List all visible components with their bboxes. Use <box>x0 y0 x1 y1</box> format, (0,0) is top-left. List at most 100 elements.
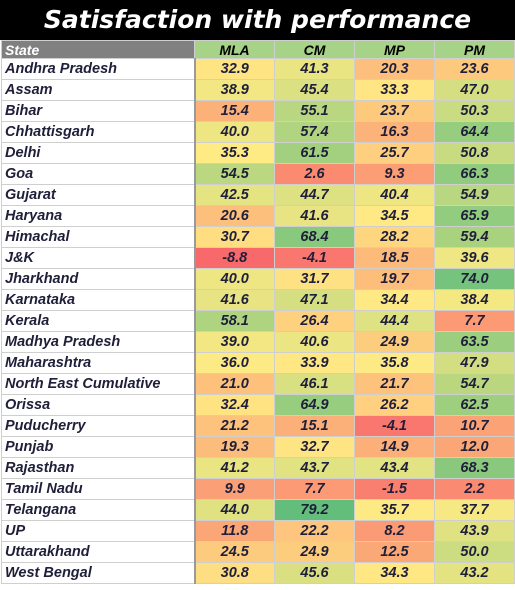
heat-cell-cm: 61.5 <box>274 142 355 164</box>
state-label: North East Cumulative <box>1 373 196 395</box>
heat-cell-cm: 43.7 <box>274 457 355 479</box>
heat-cell-mla: 58.1 <box>194 310 275 332</box>
heat-cell-mp: 19.7 <box>354 268 435 290</box>
heat-cell-mla: 30.7 <box>194 226 275 248</box>
heat-cell-pm: 39.6 <box>434 247 515 269</box>
state-label: Bihar <box>1 100 196 122</box>
table-row: West Bengal 30.8 45.6 34.3 43.2 <box>1 562 515 584</box>
column-header-pm: PM <box>434 40 515 59</box>
heat-cell-mp: 35.7 <box>354 499 435 521</box>
state-label: Kerala <box>1 310 196 332</box>
heat-cell-cm: 33.9 <box>274 352 355 374</box>
heat-cell-mla: 36.0 <box>194 352 275 374</box>
heat-cell-cm: 26.4 <box>274 310 355 332</box>
heat-cell-mp: 33.3 <box>354 79 435 101</box>
heat-cell-cm: -4.1 <box>274 247 355 269</box>
heat-cell-cm: 31.7 <box>274 268 355 290</box>
chart-title: Satisfaction with performance <box>0 0 515 40</box>
heat-cell-pm: 7.7 <box>434 310 515 332</box>
heat-cell-mp: 20.3 <box>354 58 435 80</box>
heat-cell-pm: 47.0 <box>434 79 515 101</box>
table-row: Telangana 44.0 79.2 35.7 37.7 <box>1 499 515 521</box>
state-label: Chhattisgarh <box>1 121 196 143</box>
state-label: Orissa <box>1 394 196 416</box>
table-row: Karnataka 41.6 47.1 34.4 38.4 <box>1 289 515 311</box>
table-row: Bihar 15.4 55.1 23.7 50.3 <box>1 100 515 122</box>
table-row: Goa 54.5 2.6 9.3 66.3 <box>1 163 515 185</box>
heat-cell-mla: 21.0 <box>194 373 275 395</box>
state-label: J&K <box>1 247 196 269</box>
heat-cell-pm: 12.0 <box>434 436 515 458</box>
heat-cell-mp: 26.2 <box>354 394 435 416</box>
heat-cell-mp: 25.7 <box>354 142 435 164</box>
table-row: Andhra Pradesh 32.9 41.3 20.3 23.6 <box>1 58 515 80</box>
heat-cell-mla: 32.4 <box>194 394 275 416</box>
heat-cell-pm: 74.0 <box>434 268 515 290</box>
heat-cell-pm: 54.7 <box>434 373 515 395</box>
heat-cell-mla: -8.8 <box>194 247 275 269</box>
heat-cell-mp: 34.5 <box>354 205 435 227</box>
heat-cell-pm: 59.4 <box>434 226 515 248</box>
table-row: UP 11.8 22.2 8.2 43.9 <box>1 520 515 542</box>
heat-cell-mp: 34.4 <box>354 289 435 311</box>
heat-cell-mp: 43.4 <box>354 457 435 479</box>
heat-cell-cm: 46.1 <box>274 373 355 395</box>
state-label: Haryana <box>1 205 196 227</box>
heat-cell-mla: 21.2 <box>194 415 275 437</box>
heat-cell-pm: 50.8 <box>434 142 515 164</box>
heat-cell-cm: 2.6 <box>274 163 355 185</box>
heat-cell-mp: 9.3 <box>354 163 435 185</box>
heat-cell-cm: 44.7 <box>274 184 355 206</box>
heat-cell-mp: 35.8 <box>354 352 435 374</box>
heat-cell-mp: 28.2 <box>354 226 435 248</box>
table-row: Madhya Pradesh 39.0 40.6 24.9 63.5 <box>1 331 515 353</box>
heat-cell-pm: 68.3 <box>434 457 515 479</box>
column-header-mp: MP <box>354 40 435 59</box>
heat-cell-cm: 64.9 <box>274 394 355 416</box>
heat-cell-mla: 35.3 <box>194 142 275 164</box>
heatmap-table: State MLA CM MP PM Andhra Pradesh 32.9 41.… <box>1 40 515 584</box>
heat-cell-pm: 50.3 <box>434 100 515 122</box>
table-row: Chhattisgarh 40.0 57.4 16.3 64.4 <box>1 121 515 143</box>
heat-cell-cm: 32.7 <box>274 436 355 458</box>
heat-cell-mp: 24.9 <box>354 331 435 353</box>
heat-cell-mla: 30.8 <box>194 562 275 584</box>
state-label: Delhi <box>1 142 196 164</box>
heat-cell-cm: 45.4 <box>274 79 355 101</box>
state-label: Gujarat <box>1 184 196 206</box>
table-row: J&K -8.8 -4.1 18.5 39.6 <box>1 247 515 269</box>
state-label: West Bengal <box>1 562 196 584</box>
heat-cell-mp: 34.3 <box>354 562 435 584</box>
table-row: Rajasthan 41.2 43.7 43.4 68.3 <box>1 457 515 479</box>
heat-cell-cm: 40.6 <box>274 331 355 353</box>
heat-cell-cm: 57.4 <box>274 121 355 143</box>
heat-cell-mla: 15.4 <box>194 100 275 122</box>
state-label: Rajasthan <box>1 457 196 479</box>
heat-cell-mla: 54.5 <box>194 163 275 185</box>
heat-cell-cm: 41.6 <box>274 205 355 227</box>
heat-cell-pm: 63.5 <box>434 331 515 353</box>
heat-cell-cm: 7.7 <box>274 478 355 500</box>
heat-cell-pm: 66.3 <box>434 163 515 185</box>
heat-cell-mp: 23.7 <box>354 100 435 122</box>
heat-cell-cm: 41.3 <box>274 58 355 80</box>
heat-cell-mla: 41.6 <box>194 289 275 311</box>
heat-cell-pm: 43.9 <box>434 520 515 542</box>
heat-cell-pm: 54.9 <box>434 184 515 206</box>
heat-cell-mla: 39.0 <box>194 331 275 353</box>
state-label: Goa <box>1 163 196 185</box>
heat-cell-mla: 38.9 <box>194 79 275 101</box>
heatmap-body: Andhra Pradesh 32.9 41.3 20.3 23.6 Assam 38.9 4… <box>1 58 515 584</box>
heat-cell-mp: -1.5 <box>354 478 435 500</box>
state-label: Maharashtra <box>1 352 196 374</box>
heat-cell-pm: 38.4 <box>434 289 515 311</box>
table-row: Maharashtra 36.0 33.9 35.8 47.9 <box>1 352 515 374</box>
table-row: Haryana 20.6 41.6 34.5 65.9 <box>1 205 515 227</box>
table-row: Uttarakhand 24.5 24.9 12.5 50.0 <box>1 541 515 563</box>
heat-cell-mla: 41.2 <box>194 457 275 479</box>
heat-cell-mla: 40.0 <box>194 268 275 290</box>
heat-cell-mla: 24.5 <box>194 541 275 563</box>
column-header-cm: CM <box>274 40 355 59</box>
state-label: Madhya Pradesh <box>1 331 196 353</box>
heat-cell-pm: 62.5 <box>434 394 515 416</box>
